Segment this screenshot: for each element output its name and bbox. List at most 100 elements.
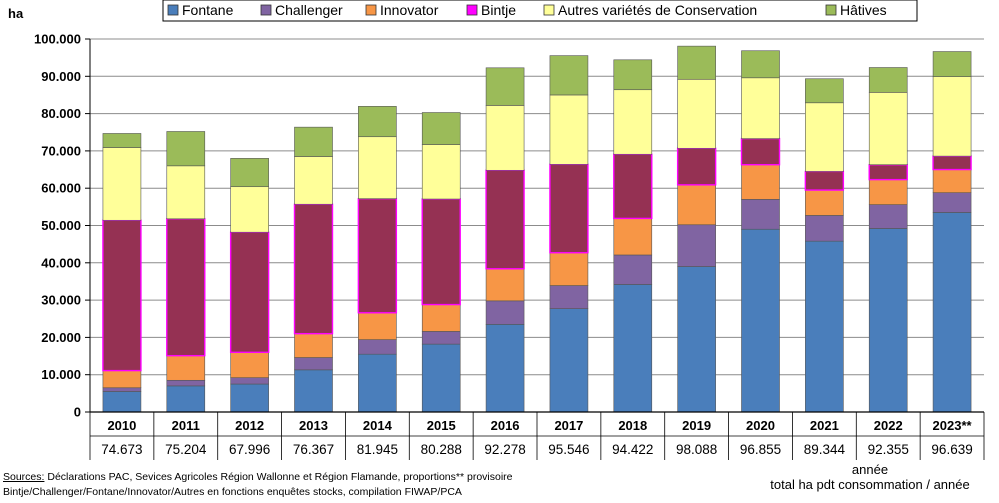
bar-segment-h-tives xyxy=(421,112,461,145)
bar-segment-autres-vari-t-s-de-conservation xyxy=(549,94,589,165)
legend-label: Hâtives xyxy=(840,2,887,18)
total-label: 96.855 xyxy=(740,442,781,457)
bar-segment-h-tives xyxy=(868,67,908,93)
y-axis-label: ha xyxy=(8,6,24,21)
bar-segment-autres-vari-t-s-de-conservation xyxy=(932,76,972,157)
bar-segment-fontane xyxy=(741,228,780,413)
legend-swatch-challenger xyxy=(260,4,272,16)
bar-segment-autres-vari-t-s-de-conservation xyxy=(677,78,716,149)
bar-segment-autres-vari-t-s-de-conservation xyxy=(805,102,844,172)
bar-segment-h-tives xyxy=(677,45,716,80)
bar-segment-fontane xyxy=(677,266,716,413)
bar-segment-bintje xyxy=(549,163,589,254)
bar-segment-autres-vari-t-s-de-conservation xyxy=(868,92,908,166)
bar-segment-innovator xyxy=(805,189,844,216)
y-tick-label: 10.000 xyxy=(41,367,81,382)
y-tick-label: 80.000 xyxy=(41,106,81,121)
sources-line-1: Sources: Déclarations PAC, Sevices Agric… xyxy=(3,470,513,484)
bar-segment-autres-vari-t-s-de-conservation xyxy=(741,77,780,139)
x-tick-label: 2016 xyxy=(491,418,520,433)
bar-segment-challenger xyxy=(741,199,780,230)
y-tick-label: 60.000 xyxy=(41,181,81,196)
bar-segment-innovator xyxy=(613,218,653,256)
y-tick-label: 90.000 xyxy=(41,69,81,84)
sources-label: Sources: xyxy=(3,471,45,483)
legend-label: Challenger xyxy=(275,2,343,18)
legend: Fontane Challenger Innovator Bintje Autres v… xyxy=(162,0,918,22)
bar-segment-autres-vari-t-s-de-conservation xyxy=(166,165,206,220)
legend-label: Fontane xyxy=(182,2,234,18)
x-tick-label: 2014 xyxy=(363,418,393,433)
bar-segment-h-tives xyxy=(485,67,525,106)
y-tick-label: 70.000 xyxy=(41,143,81,158)
y-tick-label: 30.000 xyxy=(41,293,81,308)
bar-segment-fontane xyxy=(485,324,525,413)
bar-segment-innovator xyxy=(166,355,206,381)
bar-segment-challenger xyxy=(230,377,269,385)
legend-label: Innovator xyxy=(380,2,439,18)
bar-segment-innovator xyxy=(741,164,780,200)
bar-segment-innovator xyxy=(677,184,716,226)
total-label: 92.355 xyxy=(868,442,909,457)
bar-segment-bintje xyxy=(229,231,270,354)
bar-segment-challenger xyxy=(932,192,972,213)
total-label: 75.204 xyxy=(165,442,207,457)
bar-segment-bintje xyxy=(613,153,653,220)
bar-segment-challenger xyxy=(166,379,206,387)
x-tick-label: 2020 xyxy=(746,418,775,433)
bar-segment-bintje xyxy=(804,170,845,191)
bar-segment-fontane xyxy=(613,284,653,413)
legend-label: Autres variétés de Conservation xyxy=(558,2,757,18)
bar-segment-h-tives xyxy=(549,55,589,96)
x-tick-label: 2019 xyxy=(682,418,711,433)
bar-segment-challenger xyxy=(421,331,461,345)
bar-segment-bintje xyxy=(166,218,206,357)
bar-segment-h-tives xyxy=(805,78,844,104)
legend-swatch-autres-vari-t-s-de-conservation xyxy=(543,4,555,16)
x-axis-title-line-1: année xyxy=(851,462,889,477)
legend-label: Bintje xyxy=(481,2,516,18)
bar-segment-challenger xyxy=(294,357,333,371)
bar-segment-bintje xyxy=(421,198,461,306)
x-tick-label: 2013 xyxy=(299,418,328,433)
bar-segment-innovator xyxy=(868,179,908,205)
legend-swatch-h-tives xyxy=(825,4,837,16)
total-label: 96.639 xyxy=(931,442,972,457)
x-tick-label: 2011 xyxy=(172,418,200,433)
gridlines xyxy=(90,38,984,413)
bar-segment-fontane xyxy=(805,240,844,413)
y-tick-label: 40.000 xyxy=(41,255,81,270)
bar-segment-fontane xyxy=(358,353,397,413)
x-tick-label: 2010 xyxy=(107,418,136,433)
y-tick-label: 0 xyxy=(74,405,81,420)
bar-segment-h-tives xyxy=(741,50,780,79)
bar-segment-autres-vari-t-s-de-conservation xyxy=(485,105,525,171)
bar-segment-challenger xyxy=(868,204,908,229)
bar-segment-fontane xyxy=(230,383,269,413)
bar-segment-challenger xyxy=(613,254,653,285)
x-tick-label: 2017 xyxy=(554,418,583,433)
bar-segment-bintje xyxy=(485,169,525,270)
bar-segment-bintje xyxy=(357,197,398,314)
bar-segment-bintje xyxy=(676,147,717,186)
total-label: 98.088 xyxy=(676,442,717,457)
x-axis-title: année total ha pdt consommation / année xyxy=(745,462,995,492)
total-label: 92.278 xyxy=(484,442,525,457)
legend-swatch-innovator xyxy=(365,4,377,16)
total-label: 95.546 xyxy=(548,442,589,457)
x-tick-label: 2018 xyxy=(618,418,647,433)
sources-text-1: Déclarations PAC, Sevices Agricoles Régi… xyxy=(44,471,513,483)
x-tick-label: 2021 xyxy=(810,418,839,433)
bar-segment-h-tives xyxy=(358,106,397,138)
bar-segment-autres-vari-t-s-de-conservation xyxy=(613,89,653,155)
bar-segment-challenger xyxy=(102,387,142,392)
bar-segment-autres-vari-t-s-de-conservation xyxy=(102,147,142,221)
bar-segment-innovator xyxy=(358,312,397,340)
x-tick-label: 2012 xyxy=(235,418,264,433)
bar-segment-autres-vari-t-s-de-conservation xyxy=(294,156,333,205)
x-tick-label: 2015 xyxy=(427,418,456,433)
y-axis-ticks: 0 10.000 20.000 30.000 40.000 50.000 60.000 70.… xyxy=(34,32,91,420)
bar-segment-innovator xyxy=(294,333,333,358)
bar-segment-autres-vari-t-s-de-conservation xyxy=(358,136,397,199)
bar-segment-innovator xyxy=(549,252,589,286)
